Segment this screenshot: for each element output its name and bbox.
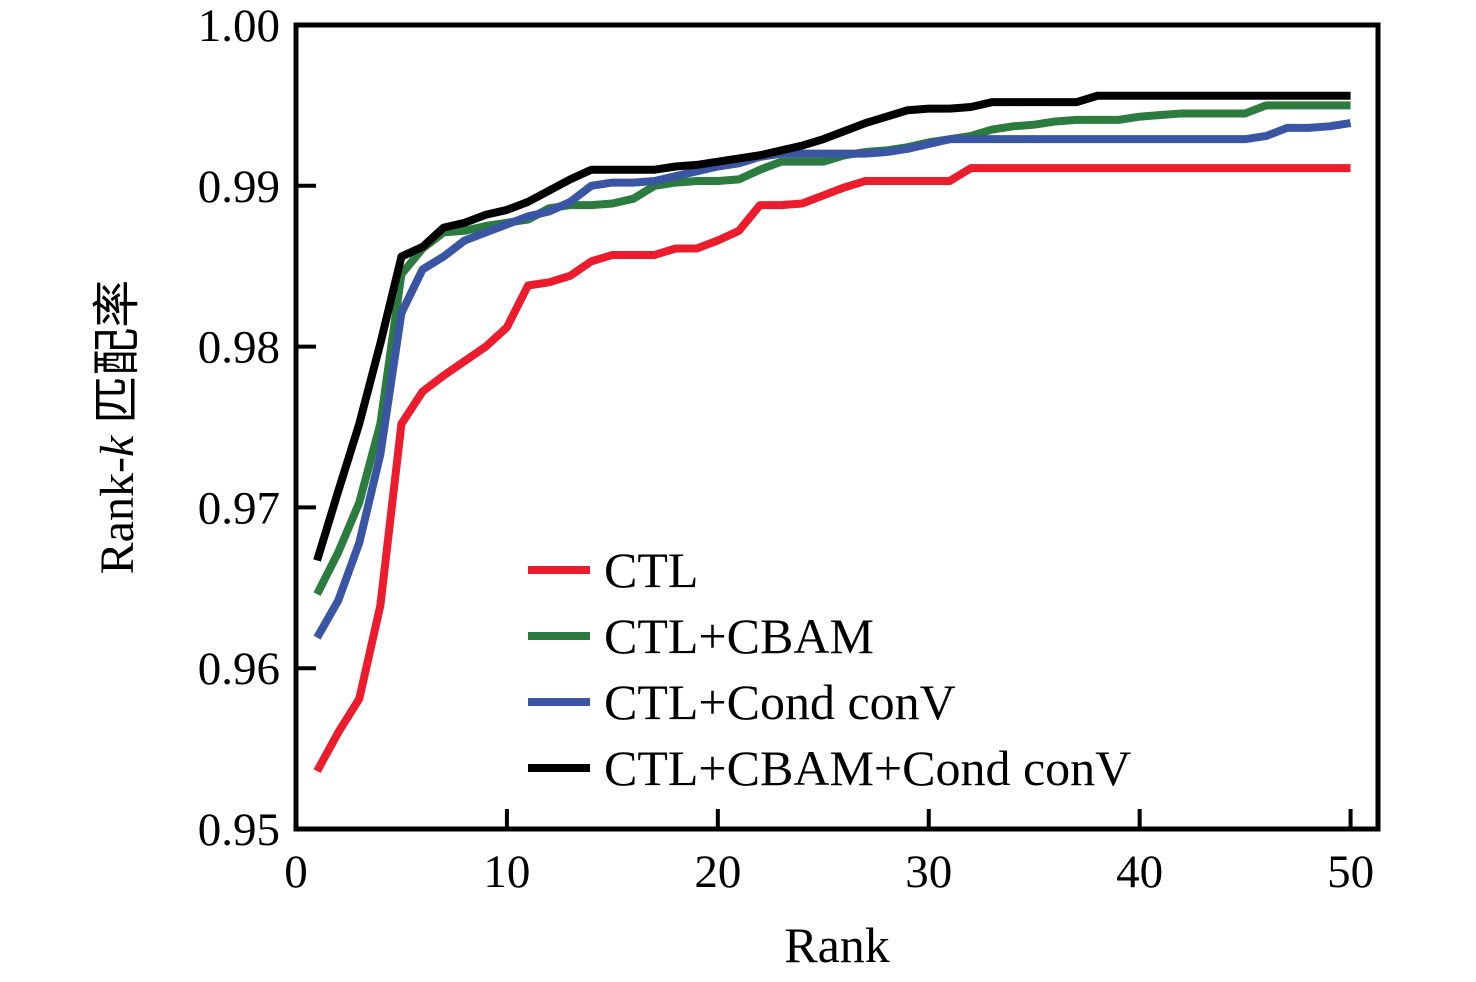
legend-label: CTL	[604, 542, 699, 598]
legend-item-ctl-cbam-cond-conv: CTL+CBAM+Cond conV	[528, 735, 1131, 801]
y-tick-label: 0.95	[198, 804, 280, 856]
y-tick-label: 0.99	[198, 161, 280, 213]
x-tick-label: 30	[905, 846, 952, 898]
series-line-ctl-cond-conv	[313, 119, 1352, 640]
legend-swatch-green-line	[528, 632, 590, 640]
y-tick-label: 0.98	[198, 322, 280, 374]
x-axis-title: Rank	[784, 917, 890, 973]
legend-item-ctl-cond-conv: CTL+Cond conV	[528, 669, 1131, 735]
legend-swatch-red-line	[528, 566, 590, 574]
legend-swatch-black-line	[528, 764, 590, 772]
legend-item-ctl-cbam: CTL+CBAM	[528, 603, 1131, 669]
y-tick-label: 0.97	[198, 482, 280, 534]
series-line-ctl	[313, 164, 1351, 774]
y-axis-title-prefix: Rank-	[91, 457, 144, 575]
y-axis-title-italic-k: k	[91, 435, 144, 458]
y-tick-label: 0.96	[198, 643, 280, 695]
x-tick-label: 10	[483, 846, 530, 898]
legend-label: CTL+CBAM	[604, 608, 874, 664]
x-tick-label: 40	[1116, 846, 1163, 898]
plot-border	[293, 22, 1381, 832]
legend-item-ctl: CTL	[528, 537, 1131, 603]
legend-swatch-blue-line	[528, 698, 590, 706]
x-tick-label: 50	[1327, 846, 1374, 898]
legend-label: CTL+Cond conV	[604, 674, 956, 730]
y-axis-title: Rank-k 匹配率	[86, 107, 150, 747]
series-line-ctl-cbam-cond-conv	[313, 91, 1351, 562]
legend: CTL CTL+CBAM CTL+Cond conV CTL+CBAM+Cond…	[528, 537, 1131, 801]
legend-label: CTL+CBAM+Cond conV	[604, 740, 1132, 796]
y-tick-label: 1.00	[198, 0, 280, 52]
y-axis-title-suffix: 匹配率	[91, 279, 144, 436]
x-tick-label: 0	[284, 846, 308, 898]
x-tick-label: 20	[694, 846, 741, 898]
series-line-ctl-cbam	[313, 101, 1351, 597]
